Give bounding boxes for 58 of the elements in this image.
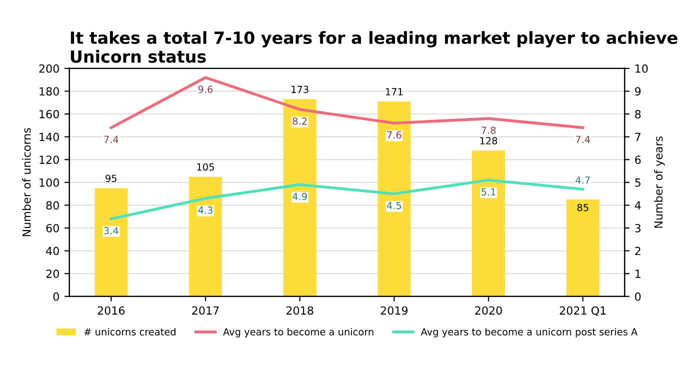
y-axis-title: Number of unicorns <box>22 128 31 236</box>
y-tick-label: 120 <box>40 156 59 164</box>
bar <box>378 101 411 296</box>
y-tick-label: 20 <box>46 270 59 278</box>
y2-tick-label: 4 <box>634 201 641 210</box>
y2-tick-label: 1 <box>636 270 640 278</box>
data-label: 7.6 <box>387 131 402 139</box>
x-tick-label: 2020 <box>475 306 502 315</box>
bar <box>94 188 128 296</box>
y-tick-label: 0 <box>53 292 59 301</box>
data-label: 128 <box>480 137 498 144</box>
y-tick-label: 200 <box>39 64 59 73</box>
legend-label: Avg years to become a unicorn <box>223 328 374 338</box>
data-label: 85 <box>577 204 588 212</box>
y2-tick-label: 2 <box>635 246 640 256</box>
y2-tick-label: 5 <box>635 178 640 187</box>
x-tick-label: 2018 <box>286 306 314 315</box>
data-label: 9.6 <box>198 86 213 93</box>
data-label: 4.7 <box>576 176 590 184</box>
data-label: 7.4 <box>576 136 590 143</box>
y-tick-label: 140 <box>40 132 59 142</box>
y2-tick-label: 3 <box>635 224 640 232</box>
y-tick-label: 80 <box>46 201 59 210</box>
data-label: 173 <box>292 86 308 94</box>
y2-tick-label: 7 <box>635 132 640 142</box>
data-label: 4.9 <box>292 192 307 200</box>
y-tick-label: 160 <box>40 110 59 118</box>
y2-axis-title: Number of years <box>654 136 665 228</box>
data-label: 7.4 <box>104 136 118 143</box>
y2-tick-label: 8 <box>635 110 641 118</box>
y2-tick-label: 9 <box>635 87 641 96</box>
data-label: 4.3 <box>198 206 212 214</box>
y2-tick-label: 6 <box>635 156 641 164</box>
legend-label: Avg years to become a unicorn post series A <box>420 328 638 338</box>
x-tick-label: 2019 <box>380 306 408 315</box>
bar <box>283 99 316 296</box>
y-tick-label: 60 <box>46 224 59 232</box>
y-tick-label: 180 <box>40 87 59 96</box>
data-label: 171 <box>386 88 403 96</box>
data-label: 5.1 <box>482 188 496 196</box>
chart-title: It takes a total 7-10 years for a leading market player to achieve Unicorn status <box>70 31 678 63</box>
data-label: 7.8 <box>482 126 496 134</box>
data-label: 105 <box>197 163 214 171</box>
y2-tick-label: 0 <box>635 292 641 301</box>
data-label: 8.2 <box>292 118 307 125</box>
x-tick-label: 2016 <box>98 306 125 315</box>
bar <box>188 176 222 296</box>
y2-tick-label: 10 <box>636 64 648 73</box>
bar <box>566 200 600 296</box>
x-tick-label: 2021 Q1 <box>560 306 606 316</box>
data-label: 4.5 <box>386 202 402 210</box>
data-label: 95 <box>106 174 116 182</box>
legend-label: # unicorns created <box>84 328 176 336</box>
bar <box>472 150 506 296</box>
x-tick-label: 2017 <box>192 306 219 315</box>
y-tick-label: 100 <box>40 178 59 187</box>
y-tick-label: 40 <box>46 246 59 256</box>
data-label: 3.4 <box>104 226 118 234</box>
